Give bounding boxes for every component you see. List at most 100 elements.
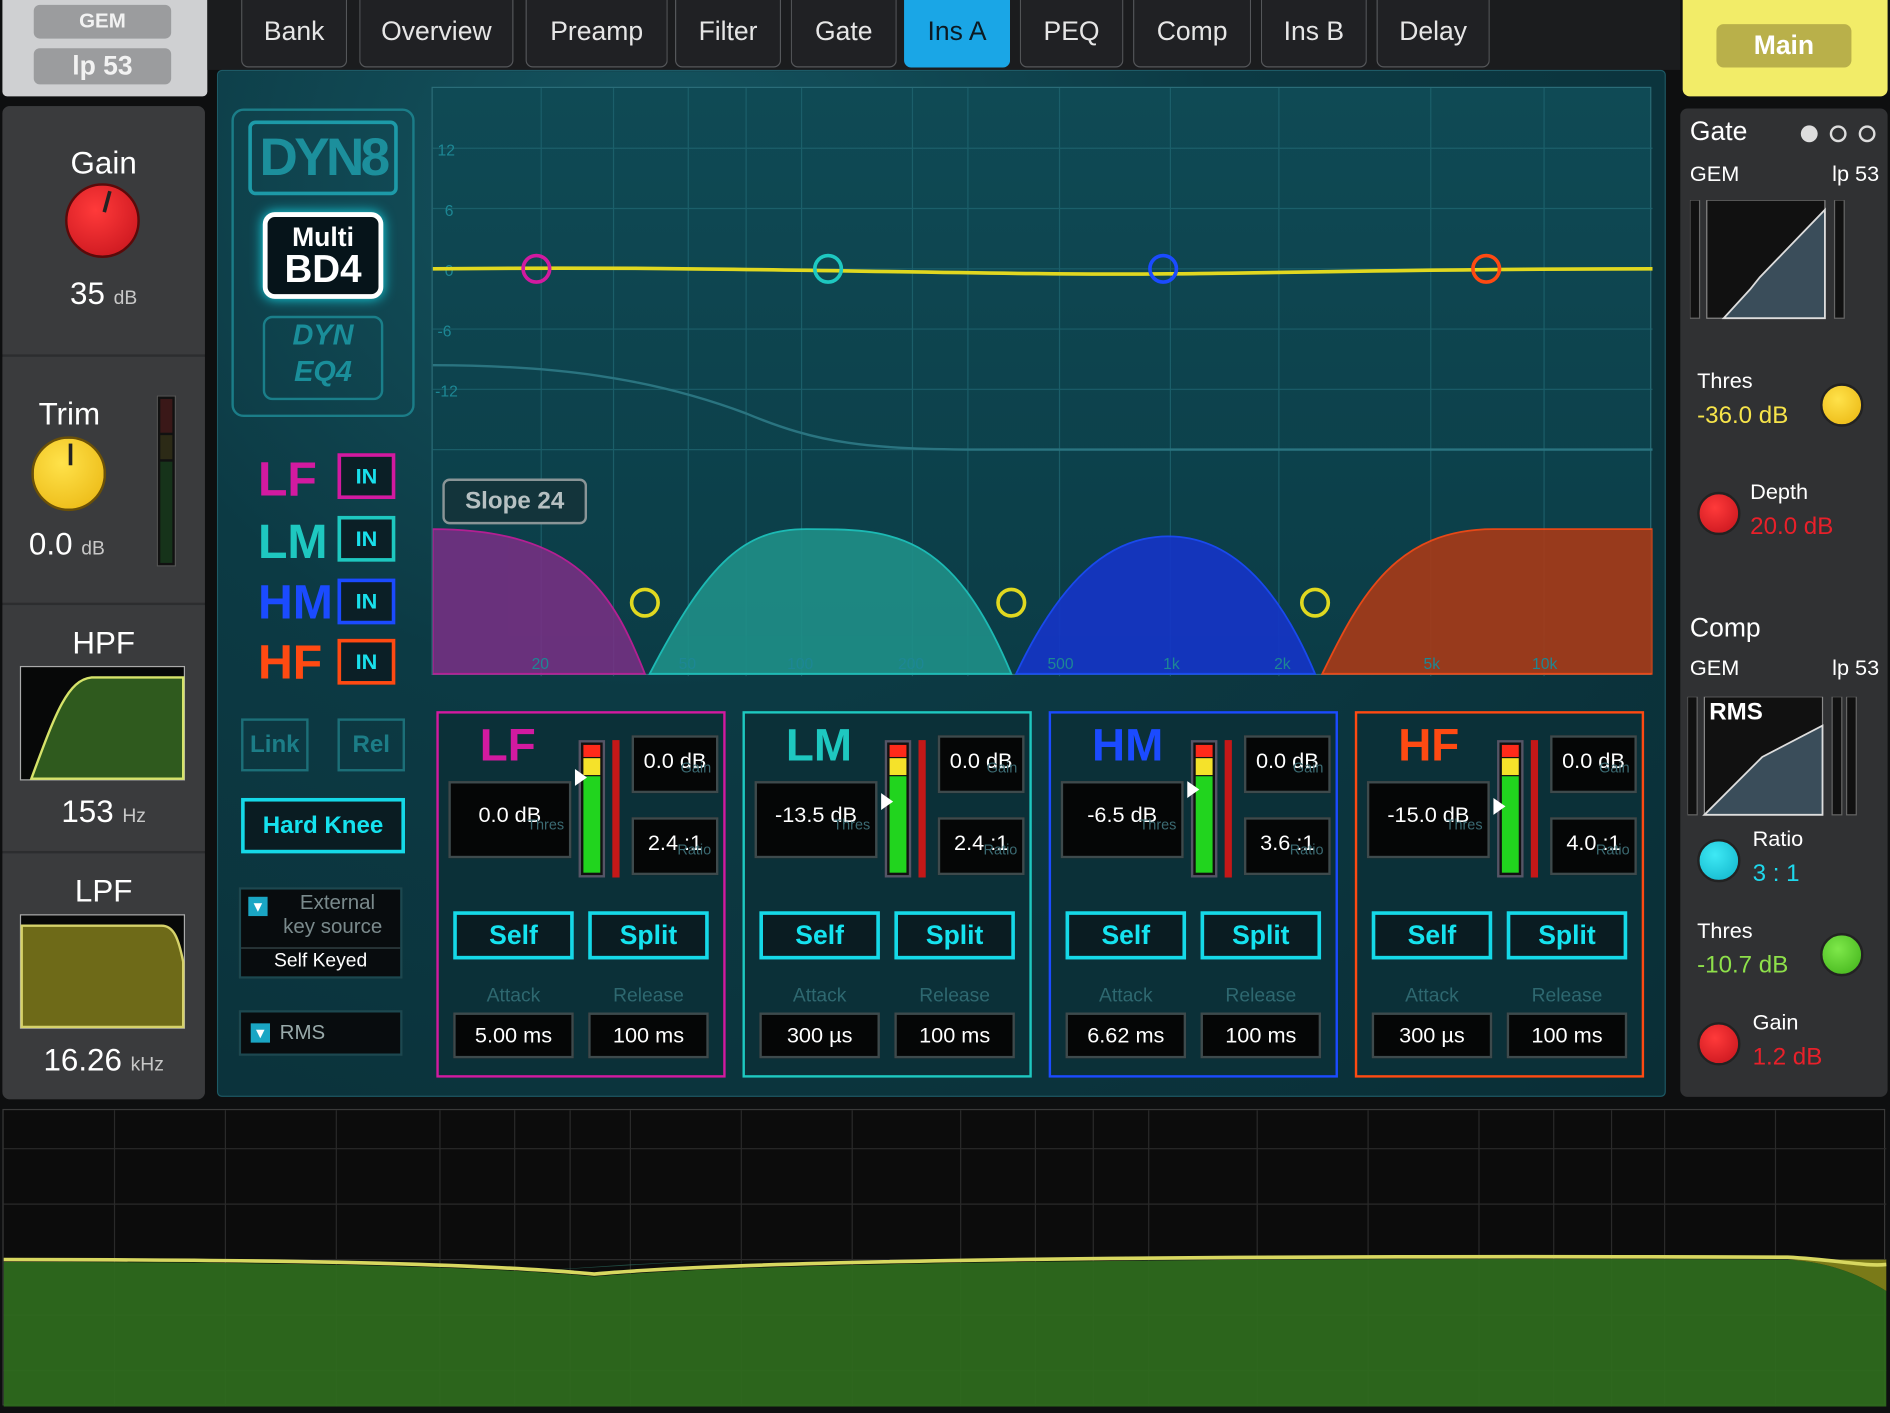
page-dot-2[interactable] (1829, 125, 1847, 143)
frequency-response-overview[interactable] (2, 1108, 1887, 1407)
band-threshold-display[interactable]: Thres -6.5 dB (1060, 781, 1184, 859)
threshold-marker-icon[interactable] (574, 769, 588, 786)
band-split-button[interactable]: Split (1506, 911, 1628, 960)
external-key-source[interactable]: ▼ External key source Self Keyed (238, 887, 403, 979)
band-release-value[interactable]: 100 ms (1200, 1012, 1322, 1059)
gain-caption: Gain (1292, 759, 1324, 777)
gate-curve-graph[interactable] (1689, 200, 1849, 321)
band-gr-meter (612, 740, 620, 878)
slope-button[interactable]: Slope 24 (442, 478, 588, 525)
band-ratio-display[interactable]: Ratio 2.4 :1 (631, 817, 719, 876)
gate-thres-knob[interactable] (1820, 383, 1864, 427)
page-dot-3[interactable] (1858, 125, 1876, 143)
threshold-marker-icon[interactable] (881, 793, 894, 811)
band-split-button[interactable]: Split (1200, 911, 1322, 960)
hpf-section[interactable]: HPF 153 Hz (2, 605, 205, 851)
multiband-4-button[interactable]: Multi BD4 (262, 212, 384, 299)
tab-overview[interactable]: Overview (359, 0, 514, 68)
dyn8-logo: DYN8 (248, 120, 398, 196)
gain-caption: Gain (1599, 759, 1630, 777)
gate-thres-label: Thres (1697, 368, 1753, 393)
tab-delay[interactable]: Delay (1376, 0, 1490, 68)
band-gain-meter (1190, 740, 1218, 878)
band-gain-display[interactable]: Gain 0.0 dB (631, 735, 719, 794)
band-gr-meter (1530, 740, 1539, 878)
comp-gain-knob[interactable] (1697, 1022, 1741, 1066)
band-ratio-display[interactable]: Ratio 4.0 :1 (1550, 817, 1637, 876)
tab-peq[interactable]: PEQ (1019, 0, 1124, 68)
tab-ins-a[interactable]: Ins A (904, 0, 1011, 68)
band-ratio-value: 3.6 :1 (1260, 830, 1315, 855)
external-key-label-line2: key source (283, 914, 383, 938)
band-split-button[interactable]: Split (588, 911, 709, 960)
band-label-hm: HM (257, 576, 333, 630)
band-ratio-display[interactable]: Ratio 2.4 :1 (937, 817, 1025, 876)
multiband-logo-line2: BD4 (284, 247, 362, 291)
tab-preamp[interactable]: Preamp (525, 0, 668, 68)
tab-comp[interactable]: Comp (1133, 0, 1252, 68)
channel-name: GEM (33, 4, 172, 39)
comp-gain-label: Gain (1752, 1010, 1799, 1035)
main-mix-box[interactable]: Main (1682, 0, 1888, 97)
band-attack-value[interactable]: 6.62 ms (1065, 1012, 1187, 1059)
band-attack-value[interactable]: 300 µs (759, 1012, 880, 1059)
hard-knee-button[interactable]: Hard Knee (241, 797, 406, 854)
comp-title: Comp (1689, 612, 1761, 643)
band-in-button-hf[interactable]: IN (337, 638, 396, 685)
rel-button[interactable]: Rel (337, 718, 406, 772)
x-tick-10k: 10k (1532, 654, 1558, 673)
band-threshold-display[interactable]: Thres 0.0 dB (448, 781, 572, 859)
detector-mode-select[interactable]: ▼ RMS (238, 1010, 403, 1056)
gate-depth-knob[interactable] (1697, 491, 1741, 536)
tab-ins-b[interactable]: Ins B (1260, 0, 1367, 68)
band-threshold-value: -13.5 dB (775, 802, 858, 827)
band-in-button-lf[interactable]: IN (337, 453, 396, 500)
link-button[interactable]: Link (241, 718, 309, 772)
band-attack-value[interactable]: 5.00 ms (453, 1012, 574, 1059)
band-self-button[interactable]: Self (1371, 911, 1493, 960)
threshold-marker-icon[interactable] (1187, 781, 1200, 798)
comp-ratio-knob[interactable] (1697, 838, 1741, 883)
lpf-section[interactable]: LPF 16.26 kHz (2, 853, 205, 1100)
band-gain-display[interactable]: Gain 0.0 dB (1550, 735, 1637, 794)
comp-thres-knob[interactable] (1820, 932, 1864, 977)
gate-channel-name: GEM (1689, 161, 1740, 186)
overview-graph-canvas (3, 1110, 1887, 1407)
page-dot-1[interactable] (1800, 125, 1818, 143)
channel-name-box[interactable]: GEM lp 53 (2, 0, 208, 97)
chevron-down-icon: ▼ (250, 1023, 271, 1043)
band-in-button-hm[interactable]: IN (337, 578, 396, 625)
comp-curve-graph[interactable] (1687, 696, 1881, 818)
gain-knob[interactable] (65, 183, 140, 258)
tab-gate[interactable]: Gate (790, 0, 897, 68)
band-ratio-display[interactable]: Ratio 3.6 :1 (1243, 817, 1331, 876)
x-tick-1k: 1k (1163, 654, 1180, 673)
band-self-button[interactable]: Self (759, 911, 880, 960)
comp-ratio-value: 3 : 1 (1752, 860, 1800, 888)
band-self-button[interactable]: Self (1065, 911, 1187, 960)
band-release-value[interactable]: 100 ms (588, 1012, 709, 1059)
dyn-eq4-button[interactable]: DYN EQ4 (262, 315, 384, 401)
band-release-value[interactable]: 100 ms (894, 1012, 1015, 1059)
band-gain-display[interactable]: Gain 0.0 dB (937, 735, 1025, 794)
band-release-value[interactable]: 100 ms (1506, 1012, 1628, 1059)
band-threshold-display[interactable]: Thres -15.0 dB (1366, 781, 1490, 859)
band-split-button[interactable]: Split (894, 911, 1015, 960)
band-gain-display[interactable]: Gain 0.0 dB (1243, 735, 1331, 794)
main-button[interactable]: Main (1716, 24, 1852, 68)
comp-thres-label: Thres (1697, 918, 1753, 943)
chevron-down-icon: ▼ (248, 896, 268, 917)
band-in-button-lm[interactable]: IN (337, 515, 396, 562)
left-channel-strip: Gain 35 dB Trim 0.0 dB HPF 153 Hz LPF 16… (2, 106, 205, 1100)
crossover-graph[interactable]: 12 6 0 -6 -12 20 50 100 200 500 1k 2k 5k… (431, 86, 1653, 677)
x-tick-20: 20 (531, 654, 550, 673)
band-attack-value[interactable]: 300 µs (1371, 1012, 1493, 1059)
tab-filter[interactable]: Filter (675, 0, 782, 68)
threshold-marker-icon[interactable] (1493, 797, 1506, 815)
trim-knob[interactable] (31, 436, 107, 512)
band-self-button[interactable]: Self (453, 911, 574, 960)
band-threshold-value: -6.5 dB (1087, 802, 1158, 827)
trim-label: Trim (38, 395, 101, 432)
tab-bank[interactable]: Bank (241, 0, 348, 68)
band-threshold-display[interactable]: Thres -13.5 dB (754, 781, 878, 859)
